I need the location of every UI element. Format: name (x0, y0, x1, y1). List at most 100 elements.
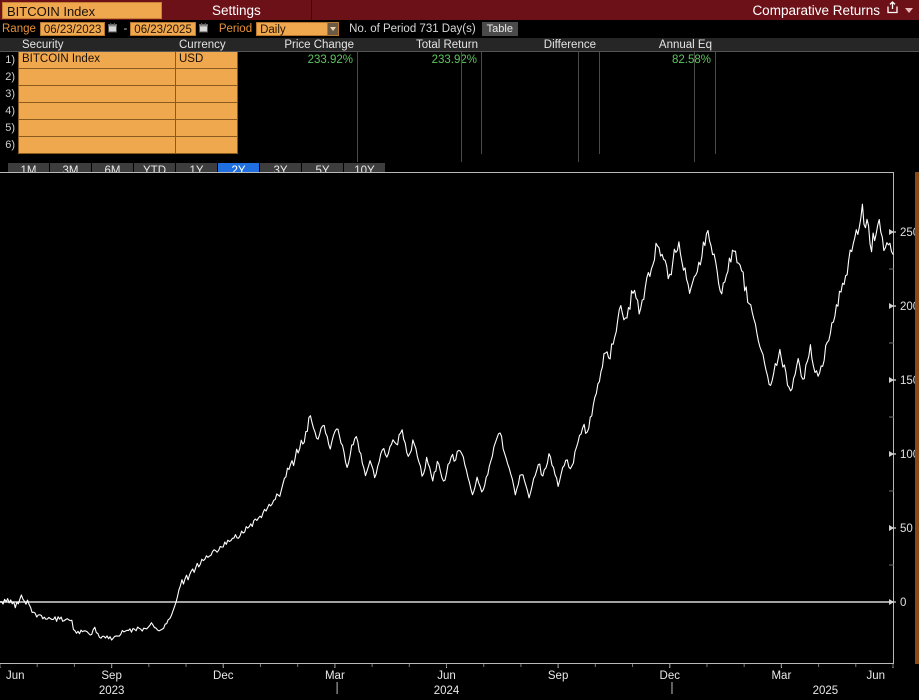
row-annual-eq (600, 86, 716, 103)
range-label: Range (2, 22, 36, 35)
x-axis-tick-label: Jun (6, 670, 25, 682)
number-of-periods-label: No. of Period 731 Day(s) (349, 22, 476, 35)
row-currency-input[interactable]: USD (176, 52, 238, 69)
x-axis-ticks: Jun Sep Dec Mar Jun Sep Dec Mar Jun 2023 2024 2025 (0, 664, 894, 697)
row-annual-eq (600, 120, 716, 137)
x-axis-tick-label: Sep (548, 670, 568, 682)
x-axis-tick-label: Mar (771, 670, 791, 682)
row-price-change (238, 120, 358, 137)
header-difference[interactable]: Difference (543, 38, 596, 51)
row-annual-eq (600, 103, 716, 120)
returns-line-chart[interactable]: 0 50 100 150 200 250 Jun Sep Dec Mar Jun Sep Dec Mar… (0, 172, 919, 700)
chart-background (0, 172, 919, 700)
x-axis-tick-label: Jun (866, 670, 885, 682)
row-total-return (358, 120, 482, 137)
security-title-field[interactable]: BITCOIN Index (2, 1, 162, 19)
y-axis-tick-label: 150 (900, 375, 919, 387)
titlebar-divider (310, 0, 312, 20)
row-currency-input[interactable] (176, 86, 238, 103)
row-security-input[interactable] (18, 69, 176, 86)
control-bar: Range 06/23/2023 - 06/23/2025 Period Dai… (0, 20, 919, 37)
table-row[interactable]: 2) (0, 69, 919, 86)
table-row[interactable]: 6) (0, 137, 919, 154)
title-bar: BITCOIN Index Settings Comparative Retur… (0, 0, 919, 20)
row-number: 2) (5, 71, 15, 83)
chevron-down-icon[interactable] (905, 7, 913, 13)
row-price-change (238, 86, 358, 103)
row-price-change (238, 137, 358, 154)
row-difference (482, 103, 600, 120)
table-row[interactable]: 3) (0, 86, 919, 103)
row-price-change: 233.92% (238, 52, 358, 69)
row-number: 4) (5, 105, 15, 117)
header-annual-eq[interactable]: Annual Eq (658, 38, 712, 51)
x-axis-tick-label: Dec (660, 670, 681, 682)
table-row[interactable]: 4) (0, 103, 919, 120)
table-row[interactable]: 5) (0, 120, 919, 137)
row-number: 5) (5, 122, 15, 134)
chart-plot-area[interactable]: 0 50 100 150 200 250 Jun Sep Dec Mar Jun Sep Dec Mar… (0, 172, 919, 700)
x-axis-year-label: 2024 (434, 685, 460, 697)
row-security-input[interactable] (18, 137, 176, 154)
header-currency[interactable]: Currency (179, 38, 226, 51)
table-row[interactable]: 1) BITCOIN Index USD 233.92% 233.92% 82.… (0, 52, 919, 69)
titlebar-right-group: Comparative Returns (752, 1, 919, 19)
calendar-icon[interactable] (108, 20, 118, 38)
y-axis-tick-label: 50 (900, 523, 913, 535)
settings-button[interactable]: Settings (212, 2, 261, 18)
row-total-return (358, 103, 482, 120)
calendar-icon-end[interactable] (198, 20, 208, 38)
header-price-change[interactable]: Price Change (284, 38, 354, 51)
x-axis-year-label: 2025 (813, 685, 839, 697)
row-difference (482, 52, 600, 69)
row-total-return (358, 86, 482, 103)
securities-table: Security Currency Price Change Total Ret… (0, 38, 919, 162)
row-difference (482, 86, 600, 103)
y-axis-ticks: 0 50 100 150 200 250 (889, 227, 919, 609)
share-icon[interactable] (886, 1, 899, 19)
x-axis-tick-label: Sep (101, 670, 121, 682)
header-total-return[interactable]: Total Return (415, 38, 478, 51)
row-total-return (358, 69, 482, 86)
right-edge-accent-strip (915, 172, 919, 664)
row-annual-eq: 82.58% (600, 52, 716, 69)
period-select[interactable]: Daily (256, 21, 329, 36)
row-price-change (238, 69, 358, 86)
row-difference (482, 137, 600, 154)
series-line-bloomberg-bitcoin-index (0, 203, 894, 641)
range-end-input[interactable]: 06/23/2025 (130, 21, 196, 36)
row-total-return (358, 137, 482, 154)
row-price-change (238, 103, 358, 120)
period-label: Period (218, 22, 253, 35)
header-security[interactable]: Security (22, 38, 64, 51)
row-currency-input[interactable] (176, 103, 238, 120)
range-start-input[interactable]: 06/23/2023 (39, 21, 106, 36)
row-security-input[interactable] (18, 120, 176, 137)
row-number: 6) (5, 139, 15, 151)
row-security-input[interactable] (18, 86, 176, 103)
row-difference (482, 120, 600, 137)
period-dropdown-arrow[interactable] (328, 21, 340, 36)
y-axis-tick-label: 100 (900, 449, 919, 461)
row-security-input[interactable] (18, 103, 176, 120)
row-annual-eq (600, 137, 716, 154)
row-currency-input[interactable] (176, 69, 238, 86)
x-axis-year-label: 2023 (99, 685, 125, 697)
x-axis-tick-label: Jun (437, 670, 456, 682)
row-total-return: 233.92% (358, 52, 482, 69)
function-title: Comparative Returns (752, 2, 880, 18)
y-axis-tick-label: 200 (900, 301, 919, 313)
table-header-row: Security Currency Price Change Total Ret… (0, 38, 919, 52)
range-dash: - (123, 22, 128, 35)
y-axis-tick-label: 250 (900, 227, 919, 239)
x-axis-tick-label: Mar (325, 670, 345, 682)
row-difference (482, 69, 600, 86)
x-axis-tick-label: Dec (213, 670, 234, 682)
table-button[interactable]: Table (481, 21, 518, 36)
row-annual-eq (600, 69, 716, 86)
row-currency-input[interactable] (176, 137, 238, 154)
row-currency-input[interactable] (176, 120, 238, 137)
row-security-input[interactable]: BITCOIN Index (18, 52, 176, 69)
row-number: 3) (5, 88, 15, 100)
